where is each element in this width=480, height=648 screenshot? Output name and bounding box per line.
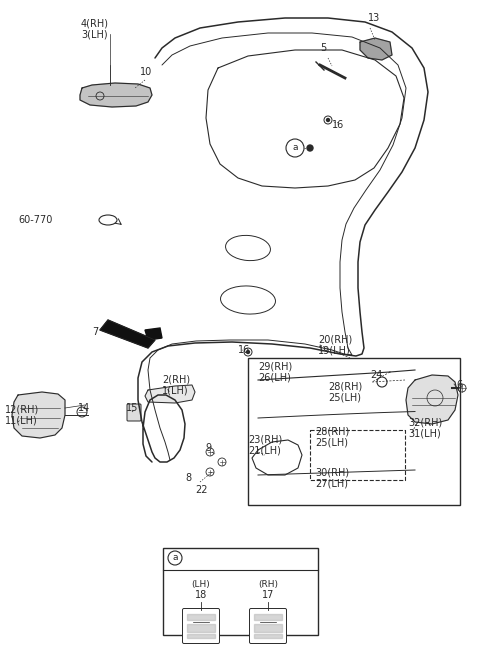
- Polygon shape: [360, 38, 392, 60]
- Polygon shape: [254, 614, 282, 620]
- Text: a: a: [172, 553, 178, 562]
- Polygon shape: [254, 624, 282, 632]
- Text: 22: 22: [195, 485, 207, 495]
- Text: 9: 9: [205, 443, 211, 453]
- Text: 5: 5: [320, 43, 326, 53]
- Polygon shape: [254, 634, 282, 638]
- Text: 23(RH)
21(LH): 23(RH) 21(LH): [248, 434, 282, 456]
- Polygon shape: [100, 320, 155, 348]
- Text: (RH): (RH): [258, 580, 278, 589]
- Circle shape: [326, 119, 329, 122]
- Text: a: a: [292, 143, 298, 152]
- Text: 24: 24: [370, 370, 383, 380]
- Text: 28(RH)
25(LH): 28(RH) 25(LH): [315, 426, 349, 448]
- Text: 30(RH)
27(LH): 30(RH) 27(LH): [315, 467, 349, 489]
- Polygon shape: [252, 440, 302, 475]
- Text: 60-770: 60-770: [18, 215, 52, 225]
- Text: 29(RH)
26(LH): 29(RH) 26(LH): [258, 361, 292, 383]
- Text: 4(RH)
3(LH): 4(RH) 3(LH): [81, 18, 109, 40]
- Text: 13: 13: [368, 13, 380, 23]
- Text: 28(RH)
25(LH): 28(RH) 25(LH): [328, 381, 362, 403]
- Text: (LH): (LH): [192, 580, 210, 589]
- Polygon shape: [187, 614, 215, 620]
- Text: 8: 8: [185, 473, 191, 483]
- Text: 18: 18: [195, 590, 207, 600]
- Circle shape: [247, 351, 250, 354]
- FancyBboxPatch shape: [310, 430, 405, 480]
- Text: 7: 7: [92, 327, 98, 337]
- Text: 17: 17: [262, 590, 274, 600]
- FancyBboxPatch shape: [182, 608, 219, 643]
- Polygon shape: [80, 83, 152, 107]
- Text: 10: 10: [140, 67, 152, 77]
- Ellipse shape: [226, 235, 270, 260]
- Polygon shape: [187, 624, 215, 632]
- Text: 16: 16: [332, 120, 344, 130]
- Polygon shape: [145, 385, 195, 403]
- Text: 2(RH)
1(LH): 2(RH) 1(LH): [162, 374, 190, 396]
- Text: 16: 16: [238, 345, 250, 355]
- Polygon shape: [406, 375, 458, 424]
- FancyBboxPatch shape: [250, 608, 287, 643]
- Polygon shape: [187, 634, 215, 638]
- Text: 32(RH)
31(LH): 32(RH) 31(LH): [408, 417, 442, 439]
- Text: 12(RH)
11(LH): 12(RH) 11(LH): [5, 404, 39, 426]
- FancyBboxPatch shape: [127, 404, 141, 421]
- FancyBboxPatch shape: [163, 548, 318, 635]
- Text: 20(RH)
19(LH): 20(RH) 19(LH): [318, 334, 352, 356]
- Text: 15: 15: [126, 403, 138, 413]
- Polygon shape: [145, 328, 162, 340]
- Polygon shape: [12, 392, 65, 438]
- FancyBboxPatch shape: [248, 358, 460, 505]
- Text: 14: 14: [78, 403, 90, 413]
- Circle shape: [307, 145, 313, 151]
- Text: 6: 6: [456, 380, 462, 390]
- Ellipse shape: [220, 286, 276, 314]
